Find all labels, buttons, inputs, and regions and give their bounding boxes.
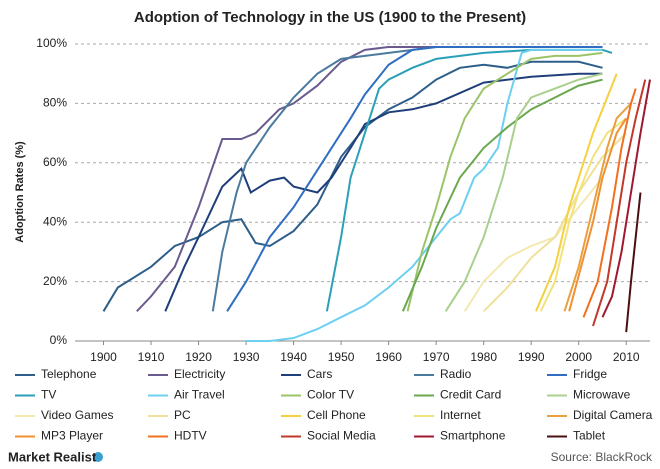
series-line — [482, 132, 627, 313]
series-line — [539, 117, 627, 312]
x-tick-label: 1920 — [185, 350, 212, 364]
x-tick-label: 1900 — [90, 350, 117, 364]
x-tick-label: 1970 — [423, 350, 450, 364]
legend-label: Fridge — [573, 367, 607, 381]
series-line — [582, 88, 637, 318]
legend-label: Smartphone — [440, 429, 506, 443]
legend-label: Social Media — [307, 429, 376, 443]
series-line — [406, 51, 603, 312]
y-tick-label: 60% — [43, 155, 67, 169]
series-line — [535, 73, 618, 312]
series-line — [164, 72, 603, 312]
legend-label: Telephone — [41, 367, 97, 381]
legend-label: Electricity — [174, 367, 225, 381]
series-line — [625, 192, 642, 333]
legend-label: Air Travel — [174, 388, 225, 402]
legend-label: Credit Card — [440, 388, 501, 402]
x-tick-label: 1950 — [328, 350, 355, 364]
source: Source: BlackRock — [551, 450, 653, 464]
x-tick-label: 2010 — [613, 350, 640, 364]
legend-label: Cell Phone — [307, 408, 366, 422]
series-line — [601, 79, 651, 318]
series-line — [211, 46, 579, 312]
x-tick-label: 1910 — [138, 350, 165, 364]
series-line — [563, 102, 632, 312]
series-line — [463, 176, 604, 312]
legend-label: Digital Camera — [573, 408, 653, 422]
series-line — [444, 72, 603, 312]
y-tick-label: 40% — [43, 214, 67, 228]
legend-label: HDTV — [174, 429, 207, 443]
legend-label: PC — [174, 408, 191, 422]
brand: Market Realist — [8, 449, 97, 464]
legend-label: MP3 Player — [41, 429, 103, 443]
series-line — [102, 60, 603, 312]
y-axis-label: Adoption Rates (%) — [14, 141, 26, 243]
y-tick-label: 20% — [43, 274, 67, 288]
x-tick-label: 1960 — [375, 350, 402, 364]
legend-label: Tablet — [573, 429, 606, 443]
legend-label: Radio — [440, 367, 472, 381]
series-line — [226, 46, 603, 312]
x-tick-label: 2000 — [565, 350, 592, 364]
y-tick-label: 100% — [36, 36, 67, 50]
x-tick-label: 1940 — [280, 350, 307, 364]
series-line — [568, 117, 628, 312]
x-tick-label: 1990 — [518, 350, 545, 364]
y-tick-label: 80% — [43, 96, 67, 110]
legend-label: Color TV — [307, 388, 354, 402]
chart-title: Adoption of Technology in the US (1900 t… — [134, 9, 526, 26]
series-line — [246, 48, 603, 342]
series-line — [401, 78, 603, 312]
legend-label: TV — [41, 388, 56, 402]
y-tick-label: 0% — [50, 333, 68, 347]
legend-label: Cars — [307, 367, 332, 381]
legend-label: Video Games — [41, 408, 114, 422]
series-line — [592, 79, 647, 327]
legend-label: Internet — [440, 408, 481, 422]
legend-label: Microwave — [573, 388, 631, 402]
x-tick-label: 1980 — [470, 350, 497, 364]
x-tick-label: 1930 — [233, 350, 260, 364]
brand-icon — [93, 452, 103, 462]
series-line — [136, 46, 603, 312]
